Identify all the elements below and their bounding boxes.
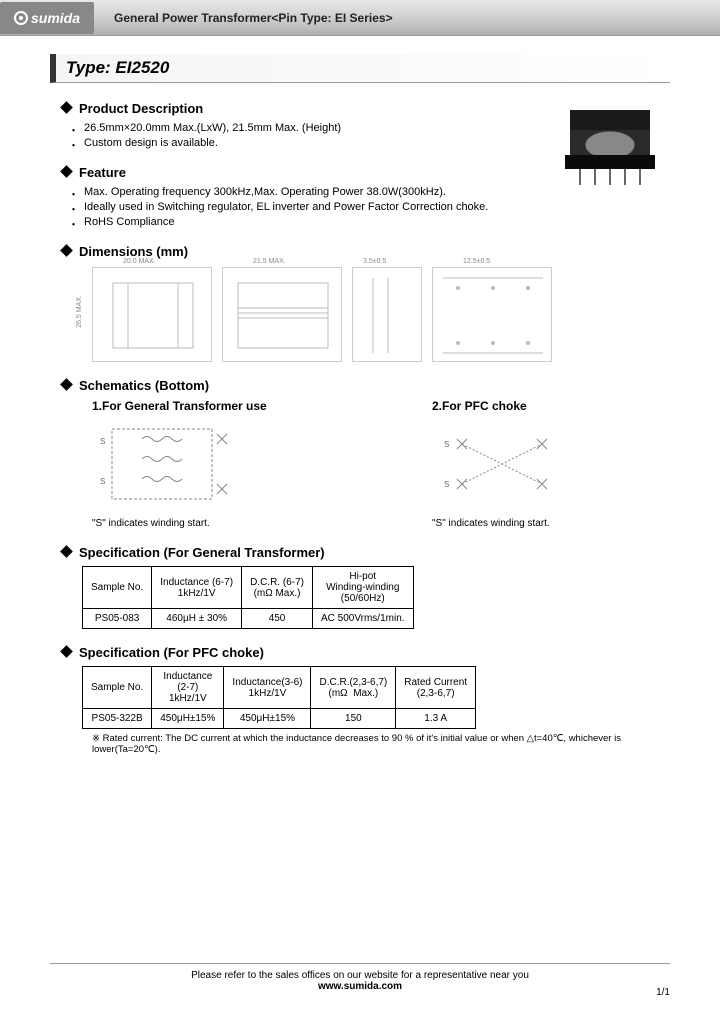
col-header: Inductance(2-7)1kHz/1V	[152, 667, 224, 709]
diamond-icon	[60, 545, 73, 558]
schem-subtitle: 1.For General Transformer use	[92, 399, 332, 413]
feat-title-text: Feature	[79, 165, 126, 180]
page-number: 1/1	[656, 987, 670, 998]
schematic-drawing: S S	[92, 419, 252, 509]
list-item: RoHS Compliance	[84, 216, 670, 228]
section-spec-general: Specification (For General Transformer) …	[50, 545, 670, 629]
section-title: Dimensions (mm)	[62, 244, 670, 259]
col-header: Sample No.	[83, 667, 152, 709]
dim-label: 21.5 MAX.	[253, 258, 286, 265]
list-item: 26.5mm×20.0mm Max.(LxW), 21.5mm Max. (He…	[84, 122, 670, 134]
col-header: Sample No.	[83, 567, 152, 609]
type-heading: Type: EI2520	[50, 54, 670, 83]
cell: 150	[311, 709, 396, 729]
section-schematics: Schematics (Bottom) 1.For General Transf…	[50, 378, 670, 529]
table-row: PS05-083 460µH ± 30% 450 AC 500Vrms/1min…	[83, 609, 414, 629]
col-header: Inductance (6-7)1kHz/1V	[152, 567, 242, 609]
list-item: Custom design is available.	[84, 137, 670, 149]
page-header: sumida General Power Transformer<Pin Typ…	[0, 0, 720, 36]
table-row: PS05-322B 450μH±15% 450μH±15% 150 1.3 A	[83, 709, 476, 729]
spec-pfc-table: Sample No. Inductance(2-7)1kHz/1V Induct…	[82, 666, 476, 729]
pd-title-text: Product Description	[79, 101, 203, 116]
table-header-row: Sample No. Inductance(2-7)1kHz/1V Induct…	[83, 667, 476, 709]
spec-general-table: Sample No. Inductance (6-7)1kHz/1V D.C.R…	[82, 566, 414, 629]
schem-title-text: Schematics (Bottom)	[79, 378, 209, 393]
schem-note: "S" indicates winding start.	[432, 518, 672, 529]
cell: AC 500Vrms/1min.	[312, 609, 413, 629]
col-header: Hi-potWinding-winding(50/60Hz)	[312, 567, 413, 609]
dim-drawing-4: 12.5±0.5	[432, 267, 552, 362]
brand-logo: sumida	[0, 2, 94, 34]
rated-current-footnote: ※ Rated current: The DC current at which…	[92, 733, 670, 755]
cell: 450μH±15%	[152, 709, 224, 729]
section-title: Specification (For PFC choke)	[62, 645, 670, 660]
section-dimensions: Dimensions (mm) 20.0 MAX. 26.5 MAX. 21.5…	[50, 244, 670, 362]
dim-drawing-1: 20.0 MAX. 26.5 MAX.	[92, 267, 212, 362]
diamond-icon	[60, 101, 73, 114]
cell: 1.3 A	[396, 709, 476, 729]
section-spec-pfc: Specification (For PFC choke) Sample No.…	[50, 645, 670, 755]
cell: 450	[242, 609, 313, 629]
footer-text: Please refer to the sales offices on our…	[50, 970, 670, 981]
datasheet-page: sumida General Power Transformer<Pin Typ…	[0, 0, 720, 1012]
diamond-icon	[60, 645, 73, 658]
content-area: Type: EI2520 Product Description 26.5mm×…	[0, 36, 720, 755]
brand-text: sumida	[31, 10, 80, 26]
footer-url: www.sumida.com	[50, 981, 670, 992]
header-title: General Power Transformer<Pin Type: EI S…	[114, 11, 393, 25]
section-title: Schematics (Bottom)	[62, 378, 670, 393]
dim-label: 26.5 MAX.	[76, 295, 83, 328]
diamond-icon	[60, 165, 73, 178]
cell: 450μH±15%	[224, 709, 311, 729]
feat-list: Max. Operating frequency 300kHz,Max. Ope…	[62, 186, 670, 228]
svg-text:S: S	[444, 440, 449, 449]
section-title: Specification (For General Transformer)	[62, 545, 670, 560]
footer-divider	[50, 963, 670, 964]
schematic-pfc: 2.For PFC choke S S "S" indicates windin…	[432, 399, 672, 529]
dimensions-drawings: 20.0 MAX. 26.5 MAX. 21.5 MAX. 3.5±0.5 12…	[62, 267, 670, 362]
spec1-title-text: Specification (For General Transformer)	[79, 545, 325, 560]
schematic-general: 1.For General Transformer use S S "S" in…	[92, 399, 332, 529]
diamond-icon	[60, 378, 73, 391]
dim-drawing-2: 21.5 MAX.	[222, 267, 342, 362]
dim-label: 20.0 MAX.	[123, 258, 156, 265]
cell: 460µH ± 30%	[152, 609, 242, 629]
col-header: D.C.R. (6-7)(mΩ Max.)	[242, 567, 313, 609]
schem-note: "S" indicates winding start.	[92, 518, 332, 529]
dim-title-text: Dimensions (mm)	[79, 244, 188, 259]
svg-text:S: S	[444, 480, 449, 489]
cell: PS05-322B	[83, 709, 152, 729]
dim-drawing-3: 3.5±0.5	[352, 267, 422, 362]
col-header: Rated Current(2,3-6,7)	[396, 667, 476, 709]
schematics-row: 1.For General Transformer use S S "S" in…	[62, 399, 670, 529]
logo-icon	[14, 11, 28, 25]
col-header: Inductance(3-6)1kHz/1V	[224, 667, 311, 709]
dim-label: 3.5±0.5	[363, 258, 386, 265]
col-header: D.C.R.(2,3-6,7)(mΩ Max.)	[311, 667, 396, 709]
cell: PS05-083	[83, 609, 152, 629]
schematic-drawing: S S	[432, 419, 592, 509]
page-footer: Please refer to the sales offices on our…	[0, 963, 720, 992]
dim-label: 12.5±0.5	[463, 258, 490, 265]
list-item: Max. Operating frequency 300kHz,Max. Ope…	[84, 186, 670, 198]
table-header-row: Sample No. Inductance (6-7)1kHz/1V D.C.R…	[83, 567, 414, 609]
schem-subtitle: 2.For PFC choke	[432, 399, 672, 413]
svg-text:S: S	[100, 477, 105, 486]
diamond-icon	[60, 244, 73, 257]
list-item: Ideally used in Switching regulator, EL …	[84, 201, 670, 213]
spec2-title-text: Specification (For PFC choke)	[79, 645, 264, 660]
svg-text:S: S	[100, 437, 105, 446]
